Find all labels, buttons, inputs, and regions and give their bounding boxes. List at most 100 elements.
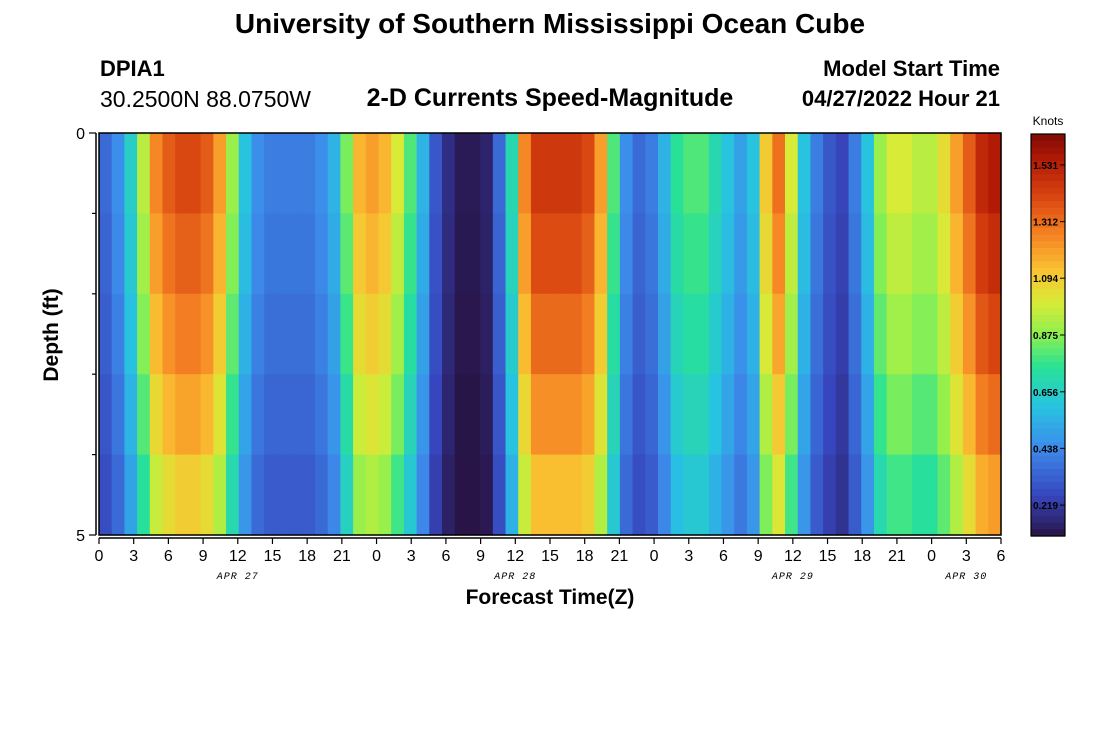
x-tick-label: 0 <box>927 548 936 565</box>
heatmap-cell <box>226 374 240 456</box>
heatmap-cell <box>848 454 862 536</box>
heatmap-cell <box>708 374 723 456</box>
heatmap-cell <box>480 213 494 295</box>
colorbar-segment <box>1031 314 1065 323</box>
heatmap-cell <box>937 133 951 214</box>
colorbar-segment <box>1031 328 1065 336</box>
heatmap-cell <box>175 454 189 536</box>
heatmap-cell <box>289 213 303 295</box>
heatmap-cell <box>99 454 113 536</box>
heatmap-cell <box>416 133 430 214</box>
heatmap-cell <box>721 213 735 295</box>
heatmap-cell <box>175 374 189 456</box>
heatmap-cell <box>238 454 253 536</box>
x-tick-label: 3 <box>684 548 693 565</box>
heatmap-cell <box>200 454 214 536</box>
heatmap-cell <box>645 133 659 214</box>
colorbar-segment <box>1031 435 1065 443</box>
heatmap-cell <box>302 213 316 295</box>
x-tick-label: 21 <box>610 548 628 565</box>
heatmap-cell <box>962 374 977 456</box>
heatmap-cell <box>543 133 557 214</box>
heatmap-cell <box>467 454 481 536</box>
heatmap-cell <box>505 454 519 536</box>
colorbar-segment <box>1031 254 1065 262</box>
heatmap-cell <box>187 374 202 456</box>
colorbar-segment <box>1031 469 1065 477</box>
colorbar-segment <box>1031 294 1065 303</box>
heatmap-cell <box>848 133 862 214</box>
colorbar-segment <box>1031 341 1065 349</box>
colorbar-tick-label: 0.438 <box>1033 444 1058 455</box>
heatmap-cell <box>416 213 430 295</box>
heatmap-cell <box>937 293 951 375</box>
heatmap-cell <box>111 133 125 214</box>
colorbar-segment <box>1031 180 1065 189</box>
heatmap-cell <box>708 133 723 214</box>
heatmap-cell <box>454 454 469 536</box>
heatmap-cell <box>708 293 723 375</box>
heatmap-cell <box>276 454 291 536</box>
heatmap-cell <box>988 454 1002 536</box>
heatmap-cell <box>746 293 761 375</box>
heatmap-cell <box>594 374 608 456</box>
heatmap-cell <box>429 133 443 214</box>
heatmap-cell <box>975 374 989 456</box>
heatmap-cell <box>530 213 545 295</box>
heatmap-cell <box>581 454 596 536</box>
heatmap-cell <box>924 454 939 536</box>
heatmap-cell <box>594 454 608 536</box>
heatmap-cell <box>175 293 189 375</box>
heatmap-cell <box>378 293 392 375</box>
heatmap-cell <box>632 213 646 295</box>
colorbar-segment <box>1031 428 1065 437</box>
heatmap-cell <box>899 374 913 456</box>
heatmap-cell <box>302 454 316 536</box>
heatmap-cell <box>873 213 888 295</box>
date-label: APR 28 <box>493 572 536 583</box>
heatmap-cell <box>556 374 570 456</box>
heatmap-cell <box>772 133 786 214</box>
heatmap-cell <box>403 133 418 214</box>
heatmap-cell <box>848 293 862 375</box>
heatmap-cell <box>175 133 189 214</box>
heatmap-cell <box>276 293 291 375</box>
x-tick-label: 18 <box>576 548 594 565</box>
heatmap-cell <box>518 454 532 536</box>
heatmap-cell <box>619 293 634 375</box>
heatmap-cell <box>365 374 380 456</box>
heatmap-cell <box>569 454 583 536</box>
heatmap-cell <box>467 133 481 214</box>
heatmap-cell <box>873 374 888 456</box>
heatmap-cells <box>99 133 1002 536</box>
heatmap-cell <box>619 133 634 214</box>
colorbar-segment <box>1031 194 1065 202</box>
heatmap-cell <box>327 213 341 295</box>
heatmap-cell <box>721 454 735 536</box>
heatmap-cell <box>746 374 761 456</box>
heatmap-cell <box>988 213 1002 295</box>
heatmap-cell <box>137 293 151 375</box>
colorbar-tick-label: 1.531 <box>1033 161 1058 172</box>
heatmap-cell <box>937 213 951 295</box>
heatmap-cell <box>149 374 164 456</box>
heatmap-cell <box>696 454 710 536</box>
heatmap-cell <box>835 213 850 295</box>
heatmap-cell <box>454 213 469 295</box>
heatmap-cell <box>683 293 697 375</box>
heatmap-cell <box>213 454 227 536</box>
y-axis-label: Depth (ft) <box>40 288 63 381</box>
colorbar-segment <box>1031 482 1065 490</box>
colorbar-segment <box>1031 348 1065 356</box>
heatmap-cell <box>391 374 405 456</box>
heatmap-cell <box>924 293 939 375</box>
colorbar-segment <box>1031 375 1065 383</box>
heatmap-cell <box>213 374 227 456</box>
heatmap-cell <box>886 293 900 375</box>
colorbar-tick-label: 0.656 <box>1033 388 1058 399</box>
heatmap-cell <box>340 293 354 375</box>
heatmap-cell <box>810 133 824 214</box>
heatmap-cell <box>353 133 367 214</box>
heatmap-cell <box>492 133 507 214</box>
heatmap-cell <box>823 293 837 375</box>
